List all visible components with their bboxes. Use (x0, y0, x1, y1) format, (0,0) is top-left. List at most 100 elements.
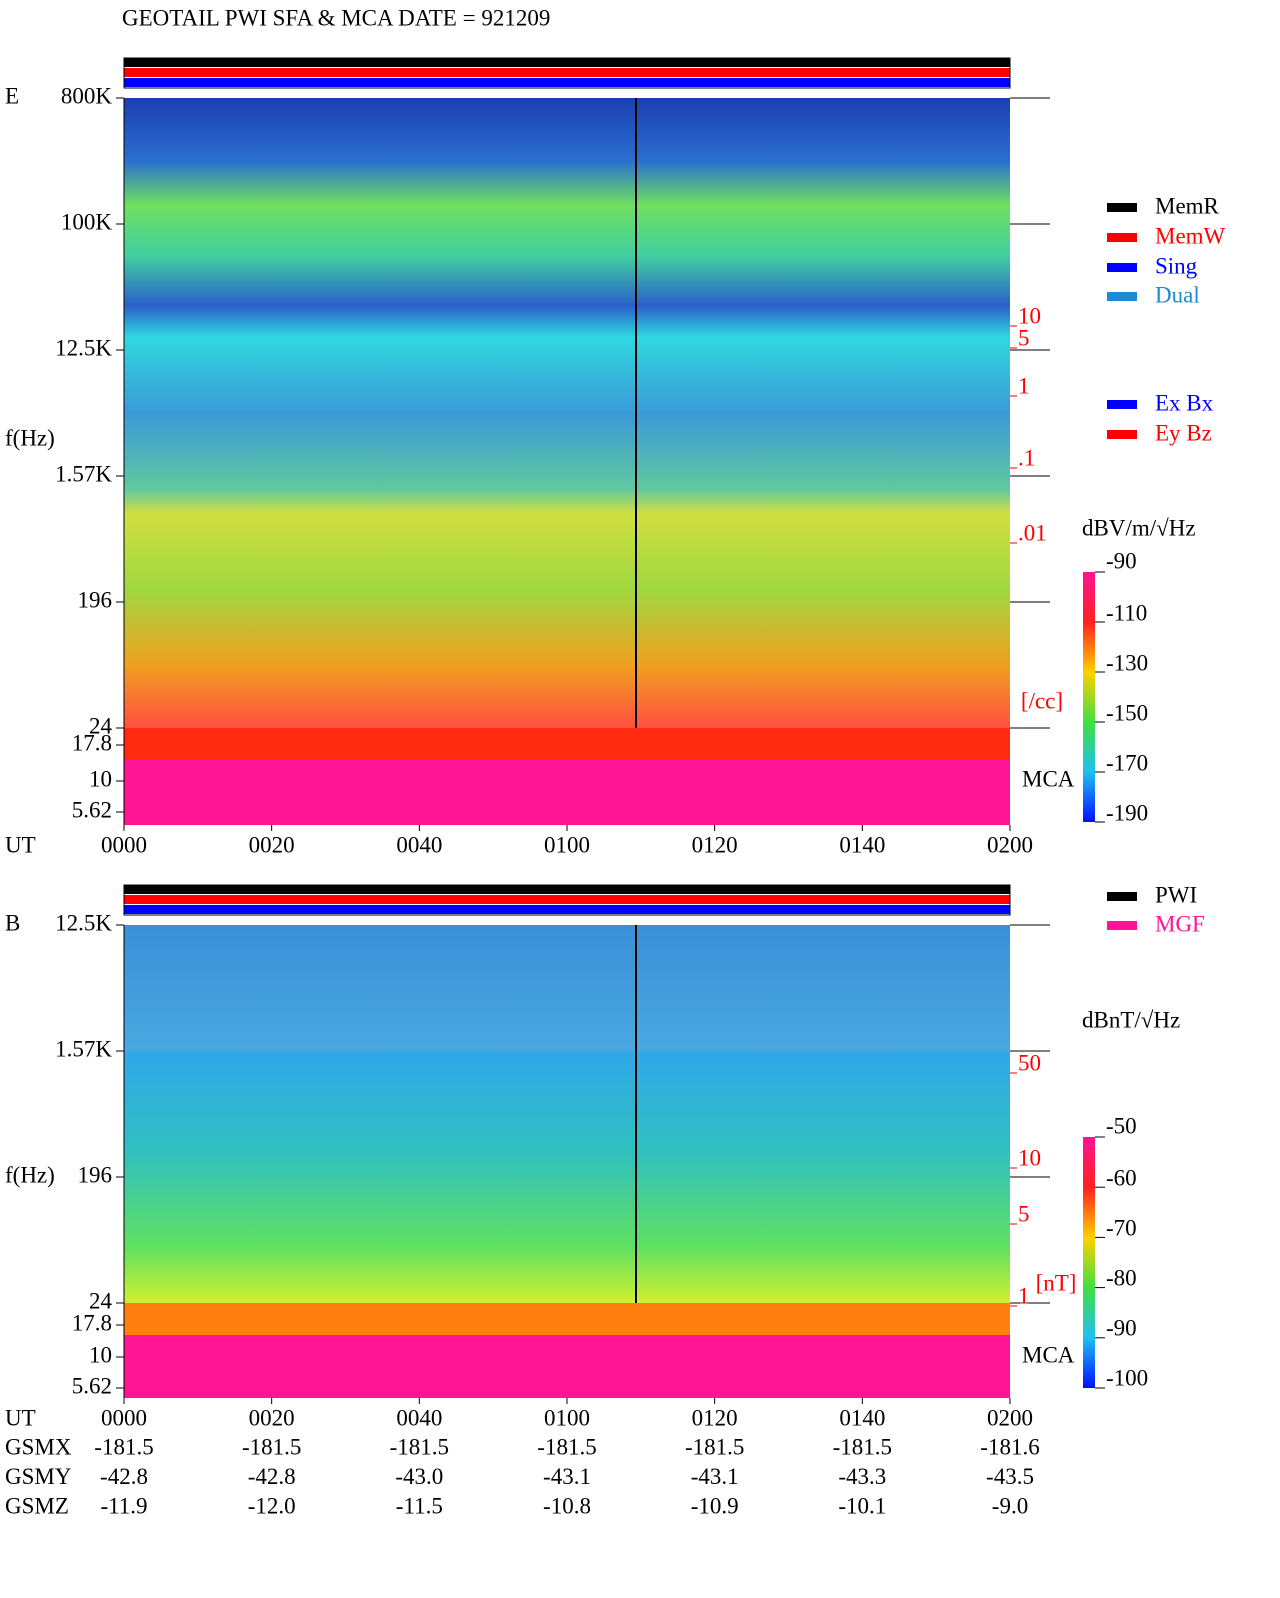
colorbar-label: -80 (1106, 1265, 1137, 1290)
mca-band (124, 1335, 1010, 1398)
y-tick-label: 800K (61, 83, 113, 108)
status-frame (123, 57, 1011, 89)
orbit-value: -43.1 (543, 1464, 591, 1489)
legend-swatch (1107, 233, 1137, 242)
x-tick-label: 0000 (101, 1405, 147, 1430)
legend-swatch (1107, 921, 1137, 930)
y-tick-label: 5.62 (72, 797, 112, 822)
colorbar-label: -170 (1106, 750, 1148, 775)
colorbar-label: -50 (1106, 1113, 1137, 1138)
density-unit: [nT] (1036, 1270, 1077, 1295)
colorbar-unit: dBnT/√Hz (1082, 1007, 1180, 1032)
x-tick-label: 0100 (544, 1405, 590, 1430)
density-label: .1 (1018, 445, 1035, 470)
legend-swatch (1107, 263, 1137, 272)
density-label: 50 (1018, 1050, 1041, 1075)
y-tick-label: 196 (78, 587, 113, 612)
status-bar (124, 895, 1010, 904)
density-label: .01 (1018, 520, 1047, 545)
panel-label: B (5, 910, 20, 935)
orbit-value: -42.8 (100, 1464, 148, 1489)
time-label: UT (5, 1405, 36, 1430)
colorbar-label: -90 (1106, 1315, 1137, 1340)
y-tick-label: 17.8 (72, 1310, 112, 1335)
orbit-value: -181.6 (980, 1434, 1039, 1459)
orbit-value: -43.0 (395, 1464, 443, 1489)
x-tick-label: 0040 (396, 1405, 442, 1430)
density-label: 10 (1018, 1145, 1041, 1170)
status-bar (124, 58, 1010, 67)
x-tick-label: 0120 (692, 1405, 738, 1430)
x-tick-label: 0020 (249, 832, 295, 857)
y-tick-label: 1.57K (55, 461, 112, 486)
colorbar-label: -110 (1106, 600, 1147, 625)
colorbar (1083, 1137, 1095, 1388)
title: GEOTAIL PWI SFA & MCA DATE = 921209 (122, 5, 550, 30)
colorbar (1083, 572, 1095, 822)
orbit-value: -181.5 (94, 1434, 153, 1459)
y-tick-label: 24 (89, 1288, 113, 1313)
y-tick-label: 1.57K (55, 1036, 112, 1061)
legend-swatch (1107, 400, 1137, 409)
y-axis-label: f(Hz) (5, 425, 55, 450)
orbit-value: -181.5 (685, 1434, 744, 1459)
density-label: 5 (1018, 325, 1030, 350)
orbit-value: -11.9 (100, 1493, 147, 1518)
mca-label: MCA (1022, 766, 1075, 791)
orbit-value: -43.1 (691, 1464, 739, 1489)
orbit-label: GSMZ (5, 1493, 69, 1518)
x-tick-label: 0140 (839, 1405, 885, 1430)
y-tick-label: 10 (89, 1342, 112, 1367)
legend-swatch (1107, 203, 1137, 212)
mca-band (124, 728, 1010, 760)
orbit-value: -42.8 (248, 1464, 296, 1489)
orbit-value: -10.1 (838, 1493, 886, 1518)
y-tick-label: 24 (89, 713, 113, 738)
colorbar-label: -130 (1106, 650, 1148, 675)
colorbar-unit: dBV/m/√Hz (1082, 515, 1196, 540)
orbit-value: -11.5 (396, 1493, 443, 1518)
colorbar-label: -190 (1106, 800, 1148, 825)
legend-label: MemR (1155, 193, 1220, 218)
legend-swatch (1107, 292, 1137, 301)
density-label: 1 (1018, 1283, 1030, 1308)
colorbar-label: -90 (1106, 548, 1137, 573)
x-tick-label: 0100 (544, 832, 590, 857)
legend-swatch (1107, 430, 1137, 439)
colorbar-label: -150 (1106, 700, 1148, 725)
legend-label: Ex Bx (1155, 390, 1214, 415)
y-tick-label: 5.62 (72, 1373, 112, 1398)
x-tick-label: 0040 (396, 832, 442, 857)
y-tick-label: 12.5K (55, 335, 112, 360)
time-label: UT (5, 832, 36, 857)
density-label: 5 (1018, 1201, 1030, 1226)
x-tick-label: 0140 (839, 832, 885, 857)
y-tick-label: 100K (61, 209, 113, 234)
y-tick-label: 12.5K (55, 910, 112, 935)
spectrogram (124, 925, 1010, 1303)
orbit-value: -181.5 (242, 1434, 301, 1459)
x-tick-label: 0020 (249, 1405, 295, 1430)
density-label: 10 (1018, 303, 1041, 328)
legend-label: Ey Bz (1155, 420, 1212, 445)
status-bar (124, 905, 1010, 914)
mca-label: MCA (1022, 1342, 1075, 1367)
orbit-value: -10.9 (691, 1493, 739, 1518)
legend-label: PWI (1155, 882, 1197, 907)
orbit-label: GSMY (5, 1464, 72, 1489)
orbit-label: GSMX (5, 1434, 72, 1459)
y-tick-label: 10 (89, 766, 112, 791)
orbit-value: -12.0 (248, 1493, 296, 1518)
x-tick-label: 0120 (692, 832, 738, 857)
mca-band (124, 1303, 1010, 1335)
y-axis-label: f(Hz) (5, 1162, 55, 1187)
status-bar (124, 68, 1010, 77)
spectrogram (124, 98, 1010, 728)
y-tick-label: 17.8 (72, 730, 112, 755)
density-label: 1 (1018, 373, 1030, 398)
orbit-value: -10.8 (543, 1493, 591, 1518)
legend-label: Sing (1155, 253, 1198, 278)
orbit-value: -43.5 (986, 1464, 1034, 1489)
legend-label: MemW (1155, 223, 1226, 248)
